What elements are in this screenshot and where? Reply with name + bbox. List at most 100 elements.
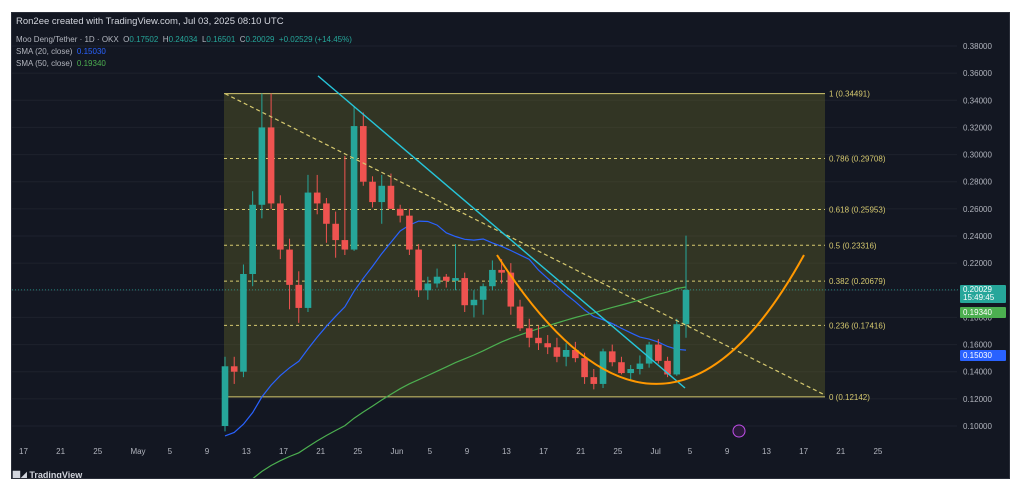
- tradingview-wordmark: TradingView: [29, 470, 83, 479]
- fib-level-label: 0.618 (0.25953): [829, 205, 886, 214]
- event-marker-icon: [732, 424, 746, 438]
- high-label: H: [162, 35, 169, 44]
- candle-body: [645, 344, 653, 364]
- last-price-value: 0.20029: [963, 285, 992, 294]
- sma20-line: [224, 220, 687, 437]
- price-tick-label: 0.30000: [963, 151, 992, 160]
- candle-body: [452, 278, 459, 281]
- time-tick-label: 9: [725, 447, 730, 456]
- descending-trendline: [317, 75, 686, 389]
- candle-body: [286, 249, 293, 285]
- tradingview-logo-icon: ▇◢: [13, 470, 27, 479]
- candle-body: [655, 344, 662, 361]
- symbol-row: Moo Deng/Tether · 1D · OKX O0.17502 H0.2…: [16, 34, 352, 46]
- time-axis: 17 21 25 May 5 9 13 17 21 25 Jun 5 9 13 17 21 25 Jul 5 9 13 1…: [19, 447, 883, 456]
- sma50-value: 0.19340: [76, 59, 106, 68]
- fib-level-label: 0.236 (0.17416): [829, 321, 886, 330]
- candle-body: [553, 347, 561, 357]
- candle-body: [673, 324, 681, 375]
- time-tick-label: Jul: [651, 447, 661, 456]
- candle-body: [461, 278, 469, 306]
- chart-frame: 0.38000 0.36000 0.34000 0.32000 0.30000 0.280…: [11, 12, 1010, 479]
- candle-body: [221, 366, 229, 426]
- time-tick-label: 5: [168, 447, 173, 456]
- price-tick-label: 0.22000: [963, 259, 992, 268]
- candle-body: [544, 343, 551, 348]
- sma50-line: [252, 286, 687, 478]
- sma20-label: SMA (20, close): [16, 47, 73, 56]
- sma20-price-tag: 0.15030: [960, 350, 1006, 361]
- price-tick-label: 0.38000: [963, 42, 992, 51]
- candle-body: [258, 127, 266, 205]
- candle-body: [341, 240, 349, 250]
- price-tick-label: 0.14000: [963, 368, 992, 377]
- price-tick-label: 0.36000: [963, 69, 992, 78]
- price-tick-label: 0.28000: [963, 178, 992, 187]
- candle-body: [424, 283, 432, 291]
- sma20-value: 0.15030: [76, 47, 106, 56]
- candle-body: [498, 269, 505, 273]
- candle-body: [433, 276, 441, 284]
- last-price-tag: 0.20029 15:49:45: [960, 285, 1006, 303]
- candle-body: [562, 350, 570, 357]
- candle-body: [664, 360, 671, 375]
- candle-body: [442, 276, 450, 281]
- price-chart[interactable]: 0.38000 0.36000 0.34000 0.32000 0.30000 0.280…: [12, 13, 1010, 479]
- candle-body: [489, 269, 496, 287]
- bar-countdown: 15:49:45: [963, 293, 995, 302]
- candle-body: [387, 185, 395, 209]
- tradingview-watermark[interactable]: ▇◢ TradingView: [13, 470, 83, 479]
- time-tick-label: 25: [873, 447, 882, 456]
- symbol-name[interactable]: Moo Deng/Tether · 1D · OKX: [16, 35, 119, 44]
- fib-level-label: 0.382 (0.20679): [829, 277, 886, 286]
- time-tick-label: May: [130, 447, 145, 456]
- candle-body: [470, 299, 478, 306]
- candle-body: [479, 286, 487, 300]
- candle-body: [313, 192, 321, 204]
- low-label: L: [201, 35, 207, 44]
- candle-body: [369, 181, 376, 203]
- candle-body: [360, 126, 367, 182]
- candle-body: [608, 351, 616, 363]
- candle-body: [636, 363, 644, 369]
- candle-body: [535, 337, 542, 344]
- time-tick-label: 9: [205, 447, 210, 456]
- candle-body: [332, 223, 339, 241]
- time-tick-label: 5: [428, 447, 433, 456]
- candle-body: [295, 284, 303, 308]
- time-tick-label: 17: [279, 447, 288, 456]
- candle-body: [396, 208, 404, 216]
- time-tick-label: 17: [799, 447, 808, 456]
- candle-body: [415, 249, 422, 291]
- candle-body: [249, 204, 256, 274]
- rounding-bottom-arc: [496, 254, 805, 385]
- candle-body: [682, 289, 690, 325]
- time-tick-label: 25: [93, 447, 102, 456]
- price-tick-label: 0.24000: [963, 232, 992, 241]
- time-tick-label: Jun: [391, 447, 404, 456]
- fib-level-label: 0.786 (0.29708): [829, 155, 886, 164]
- sma50-row[interactable]: SMA (50, close) 0.19340: [16, 58, 352, 70]
- time-tick-label: 13: [242, 447, 251, 456]
- change-value: +0.02529 (+14.45%): [278, 35, 352, 44]
- low-value: 0.16501: [206, 35, 236, 44]
- open-value: 0.17502: [129, 35, 159, 44]
- time-tick-label: 25: [353, 447, 362, 456]
- time-tick-label: 21: [56, 447, 65, 456]
- candle-body: [267, 127, 275, 204]
- candle-body: [350, 126, 358, 250]
- candle-body: [323, 203, 330, 224]
- fib-levels: 1 (0.34491) 0.786 (0.29708) 0.618 (0.25953…: [224, 90, 886, 402]
- fib-level-label: 0.5 (0.23316): [829, 241, 877, 250]
- sma50-label: SMA (50, close): [16, 59, 73, 68]
- candle-body: [516, 306, 524, 329]
- time-tick-label: 5: [688, 447, 693, 456]
- time-tick-label: 9: [465, 447, 470, 456]
- price-tick-label: 0.26000: [963, 205, 992, 214]
- time-tick-label: 21: [316, 447, 325, 456]
- chart-header: Ron2ee created with TradingView.com, Jul…: [16, 16, 284, 27]
- price-tick-label: 0.34000: [963, 96, 992, 105]
- time-tick-label: 21: [836, 447, 845, 456]
- sma20-row[interactable]: SMA (20, close) 0.15030: [16, 46, 352, 58]
- candle-body: [525, 328, 533, 338]
